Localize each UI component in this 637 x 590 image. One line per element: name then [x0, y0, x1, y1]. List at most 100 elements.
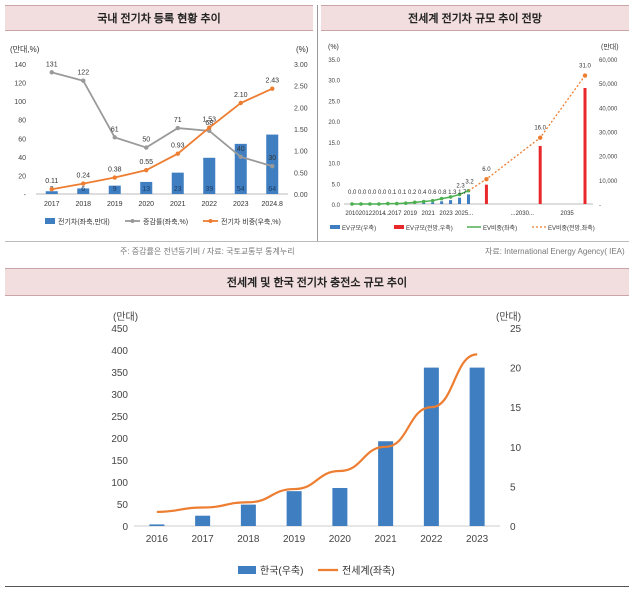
legend-swatch-korea — [238, 566, 256, 574]
y-right-tick: 0.50 — [294, 170, 308, 177]
bar-value-label: 6 — [81, 186, 85, 193]
y-right-tick: 0 — [510, 522, 516, 533]
y-right-tick: 20 — [510, 364, 522, 375]
bar-korea-stations — [286, 491, 302, 526]
charging-panel-title: 전세계 및 한국 전기차 충전소 규모 추이 — [5, 268, 629, 296]
x-tick-label: 2019 — [283, 534, 306, 545]
ev-share-point — [448, 195, 453, 199]
x-tick-label: 2010 — [345, 211, 359, 217]
x-tick-label: 2017 — [192, 534, 215, 545]
legend-label-growth: 증감률(좌축,%) — [143, 217, 188, 226]
legend-swatch-growth-point — [130, 219, 135, 223]
y-right-tick: 2.50 — [294, 84, 308, 91]
x-tick-label: 2022 — [420, 534, 443, 545]
growth-rate-point — [270, 163, 275, 169]
legend-label-ev-actual: EV규모(우축) — [342, 224, 376, 232]
bar-ev-count — [140, 181, 153, 194]
growth-rate-line — [51, 71, 273, 168]
charging-station-chart: (만대) (만대)45040035030025020015010050025201… — [111, 311, 522, 577]
global-source-note: 자료: International Energy Agency( IEA) — [485, 247, 625, 256]
ev-share-point — [395, 201, 399, 206]
y-left-tick: 15.0 — [328, 141, 340, 147]
y-left-tick: 35.0 — [328, 58, 340, 64]
y-left-tick: 150 — [111, 456, 128, 467]
bar-korea-stations — [469, 367, 485, 526]
bar-value-label: 54 — [237, 186, 245, 193]
bar-value-label: 13 — [142, 186, 150, 193]
y-right-unit: (만대) — [601, 42, 619, 51]
y-left-tick: 10.0 — [328, 162, 340, 168]
ev-share-forecast-point — [582, 73, 588, 78]
y-right-tick: 5 — [510, 482, 516, 493]
x-tick-label: 2019 — [107, 201, 123, 208]
x-tick-label: 2018 — [75, 201, 91, 208]
y-left-tick: 140 — [14, 62, 26, 69]
bar-ev-count — [203, 157, 216, 194]
share-value-label: 16.0 — [534, 126, 546, 132]
y-right-tick: 15 — [510, 403, 522, 414]
y-left-tick: 20.0 — [328, 120, 340, 126]
growth-rate-point — [175, 125, 180, 131]
bar-korea-stations — [332, 487, 348, 526]
x-tick-label: ...2017 — [383, 211, 402, 217]
y-left-tick: 400 — [111, 346, 128, 357]
x-tick-label: 2016 — [146, 534, 169, 545]
y-left-tick: 80 — [18, 118, 26, 125]
ev-share-label: 2.43 — [265, 78, 279, 85]
y-right-tick: 50,000 — [599, 82, 618, 88]
x-tick-label: 2035 — [560, 211, 574, 217]
growth-rate-point — [238, 154, 243, 160]
bar-korea-stations — [149, 524, 165, 526]
growth-rate-label: 122 — [77, 70, 89, 77]
y-left-tick: 350 — [111, 368, 128, 379]
y-right-tick: - — [599, 203, 601, 209]
y-left-tick: - — [24, 192, 27, 199]
ev-share-label: 0.11 — [45, 178, 58, 185]
ev-share-label: 0.24 — [76, 173, 90, 180]
y-right-unit: (만대) — [496, 311, 521, 323]
legend-label-korea: 한국(우축) — [260, 565, 303, 577]
x-tick-label: 2017 — [44, 201, 60, 208]
global-ev-chart: (%) (만대) 35.0 30.0 25.0 20.0 15.0 10.0 5.0 0.0 60,… — [328, 42, 619, 232]
legend-swatch-ev-forecast — [394, 225, 404, 229]
bar-ev-actual — [431, 202, 435, 204]
bar-korea-stations — [240, 504, 256, 526]
legend-label-world: 전세계(좌축) — [342, 565, 395, 577]
legend-swatch-share-point — [208, 219, 213, 223]
y-left-tick: 50 — [117, 500, 129, 511]
y-left-tick: 120 — [14, 81, 26, 88]
x-tick-label: 2023 — [233, 201, 249, 208]
ev-share-line — [51, 87, 273, 191]
legend-label-share: EV비중(좌축) — [483, 224, 517, 232]
ev-share-point — [350, 202, 354, 206]
y-right-tick: 0.00 — [294, 192, 308, 199]
bar-ev-count — [234, 143, 247, 194]
x-tick-label: 2018 — [237, 534, 260, 545]
growth-rate-point — [144, 145, 149, 150]
x-tick-label: 2021 — [170, 201, 186, 208]
x-tick-label: 2021 — [375, 534, 398, 545]
bar-ev-forecast — [538, 146, 542, 204]
ev-share-forecast-line — [468, 75, 586, 192]
y-left-tick: 60 — [18, 136, 26, 143]
world-stations-line — [156, 353, 478, 514]
y-right-tick: 30,000 — [599, 131, 618, 137]
growth-rate-label: 61 — [111, 126, 119, 133]
growth-rate-label: 50 — [142, 137, 150, 144]
ev-share-label: 0.55 — [139, 159, 153, 166]
ev-share-point — [207, 125, 212, 130]
bar-value-label: 9 — [113, 186, 117, 193]
top-panels-divider — [317, 5, 318, 241]
legend-label-share: 전기차 비중(우축,%) — [221, 217, 281, 226]
x-tick-label: 2024.8 — [262, 201, 284, 208]
ev-share-point — [430, 198, 435, 203]
ev-share-label: 0.93 — [171, 143, 185, 150]
x-tick-label: 2022 — [201, 201, 217, 208]
bar-korea-stations — [195, 515, 211, 526]
domestic-title-text: 국내 전기차 등록 현황 추이 — [97, 13, 221, 25]
growth-rate-label: 71 — [174, 117, 182, 124]
ev-share-point — [403, 201, 408, 205]
x-tick-label: 2012 — [359, 211, 373, 217]
share-value-label: 3.2 — [465, 180, 474, 186]
x-tick-label: 2021 — [421, 211, 435, 217]
